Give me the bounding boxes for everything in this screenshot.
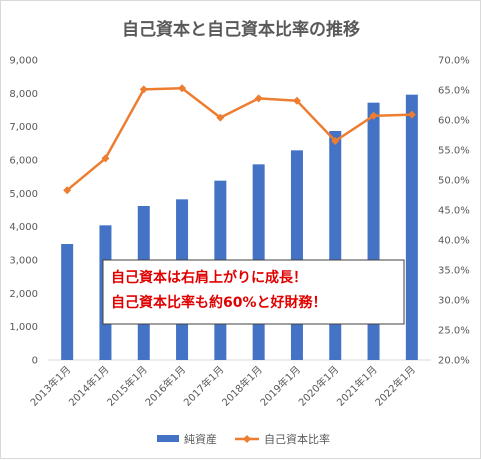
x-axis: 2013年1月2014年1月2015年1月2016年1月2017年1月2018年… (27, 363, 418, 409)
line-point (292, 96, 301, 105)
x-tick-label: 2016年1月 (142, 363, 188, 409)
right-tick-label: 70.0% (438, 56, 470, 67)
x-tick-label: 2014年1月 (66, 363, 112, 409)
line-point (139, 85, 148, 94)
line-series (63, 84, 416, 195)
line-point (216, 113, 225, 122)
chart-title: 自己資本と自己資本比率の推移 (122, 19, 360, 40)
bar (61, 244, 74, 360)
legend: 純資産 自己資本比率 (157, 432, 330, 446)
left-tick-label: 2,000 (9, 289, 38, 300)
legend-marker-equity-ratio (243, 435, 251, 443)
line-point (331, 137, 340, 145)
right-tick-label: 20.0% (438, 356, 470, 367)
left-axis: 0 1,000 2,000 3,000 4,000 5,000 6,000 7,000 8,00… (9, 56, 38, 367)
left-tick-label: 9,000 (9, 56, 38, 67)
left-tick-label: 5,000 (9, 189, 38, 200)
x-tick-label: 2013年1月 (27, 363, 73, 409)
line-point (369, 111, 378, 120)
bar (405, 94, 418, 361)
x-tick-label: 2022年1月 (372, 363, 418, 409)
legend-swatch-net-assets (157, 435, 179, 442)
line-point (178, 84, 187, 93)
left-tick-label: 1,000 (9, 322, 38, 333)
left-tick-label: 7,000 (9, 122, 38, 133)
left-tick-label: 8,000 (9, 89, 38, 100)
left-tick-label: 0 (32, 356, 38, 367)
right-tick-label: 40.0% (438, 236, 470, 247)
right-tick-label: 55.0% (438, 146, 470, 157)
annotation-box-border (102, 259, 405, 325)
right-tick-label: 25.0% (438, 326, 470, 337)
annotation-line-1: 自己資本は右肩上がりに成長！ (111, 269, 307, 286)
x-tick-label: 2015年1月 (104, 363, 150, 409)
line-point (101, 154, 110, 163)
right-axis: 20.0% 25.0% 30.0% 35.0% 40.0% 45.0% 50.0% 55.0%… (438, 56, 470, 367)
right-tick-label: 60.0% (438, 116, 470, 127)
line-point (407, 110, 416, 119)
x-tick-label: 2020年1月 (296, 363, 342, 409)
legend-label-equity-ratio: 自己資本比率 (264, 432, 330, 446)
bar (290, 150, 303, 360)
bar (329, 131, 342, 360)
right-tick-label: 50.0% (438, 176, 470, 187)
line-point (63, 186, 72, 195)
equity-ratio-line (66, 86, 412, 192)
right-tick-label: 30.0% (438, 296, 470, 307)
x-tick-label: 2018年1月 (219, 363, 265, 409)
legend-label-net-assets: 純資産 (184, 433, 217, 446)
right-tick-label: 35.0% (438, 266, 470, 277)
left-tick-label: 6,000 (9, 156, 38, 167)
annotation-line-2: 自己資本比率も約60%と好財務！ (111, 294, 327, 311)
x-tick-label: 2019年1月 (257, 363, 303, 409)
right-tick-label: 45.0% (438, 206, 470, 217)
annotation-box: 自己資本は右肩上がりに成長！ 自己資本比率も約60%と好財務！ (102, 259, 405, 325)
right-tick-label: 65.0% (438, 86, 470, 97)
left-tick-label: 3,000 (9, 256, 38, 267)
x-tick-label: 2017年1月 (181, 363, 227, 409)
x-tick-label: 2021年1月 (334, 363, 380, 409)
line-point (254, 94, 263, 103)
left-tick-label: 4,000 (9, 222, 38, 233)
